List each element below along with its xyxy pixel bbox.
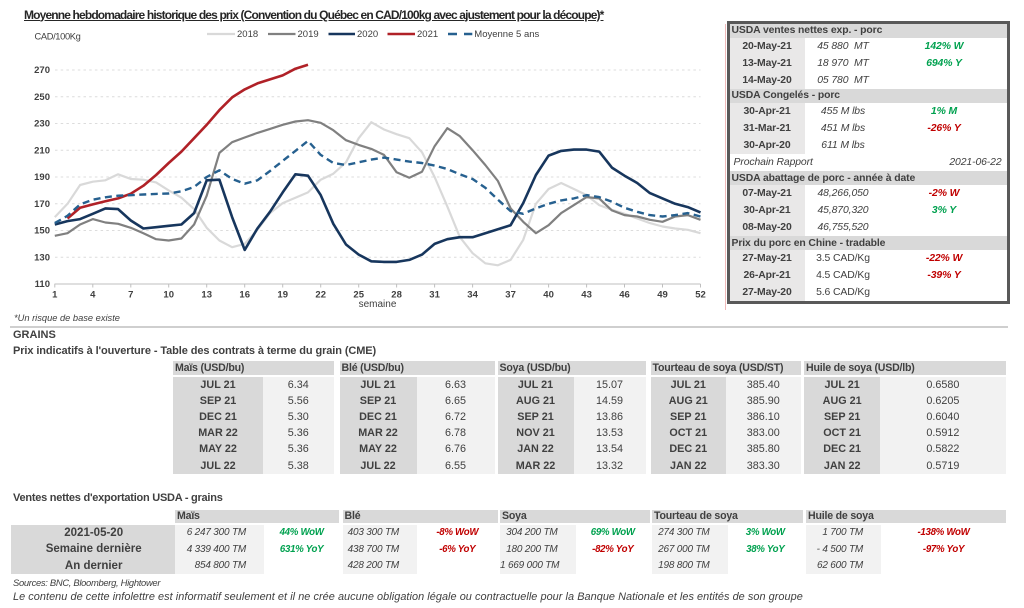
svg-text:49: 49 (657, 290, 668, 301)
svg-text:16: 16 (239, 290, 250, 301)
svg-text:CAD/100Kg: CAD/100Kg (35, 32, 81, 42)
svg-text:22: 22 (315, 290, 326, 301)
svg-text:10: 10 (163, 290, 174, 301)
svg-text:2020: 2020 (357, 29, 378, 40)
svg-text:13: 13 (201, 290, 212, 301)
svg-text:230: 230 (34, 119, 50, 130)
svg-text:34: 34 (467, 290, 478, 301)
svg-text:31: 31 (429, 290, 440, 301)
svg-text:43: 43 (581, 290, 592, 301)
svg-text:130: 130 (34, 252, 50, 263)
svg-text:2021: 2021 (417, 29, 438, 40)
svg-text:110: 110 (35, 279, 50, 290)
svg-text:25: 25 (353, 290, 364, 301)
svg-text:46: 46 (619, 290, 630, 301)
svg-text:40: 40 (543, 290, 554, 301)
svg-text:190: 190 (34, 172, 50, 183)
svg-text:2018: 2018 (237, 29, 258, 40)
svg-text:210: 210 (34, 145, 50, 156)
svg-text:150: 150 (34, 226, 50, 237)
svg-text:250: 250 (34, 92, 50, 103)
svg-text:1: 1 (52, 290, 58, 301)
svg-text:28: 28 (391, 290, 402, 301)
svg-text:Moyenne 5 ans: Moyenne 5 ans (474, 29, 539, 40)
svg-text:270: 270 (34, 65, 50, 76)
svg-text:2019: 2019 (298, 29, 319, 40)
svg-text:19: 19 (277, 290, 288, 301)
svg-text:37: 37 (505, 290, 516, 301)
svg-text:170: 170 (34, 199, 50, 210)
svg-text:4: 4 (90, 290, 96, 301)
svg-text:52: 52 (695, 290, 706, 301)
svg-text:semaine: semaine (359, 299, 397, 310)
svg-text:7: 7 (128, 290, 133, 301)
